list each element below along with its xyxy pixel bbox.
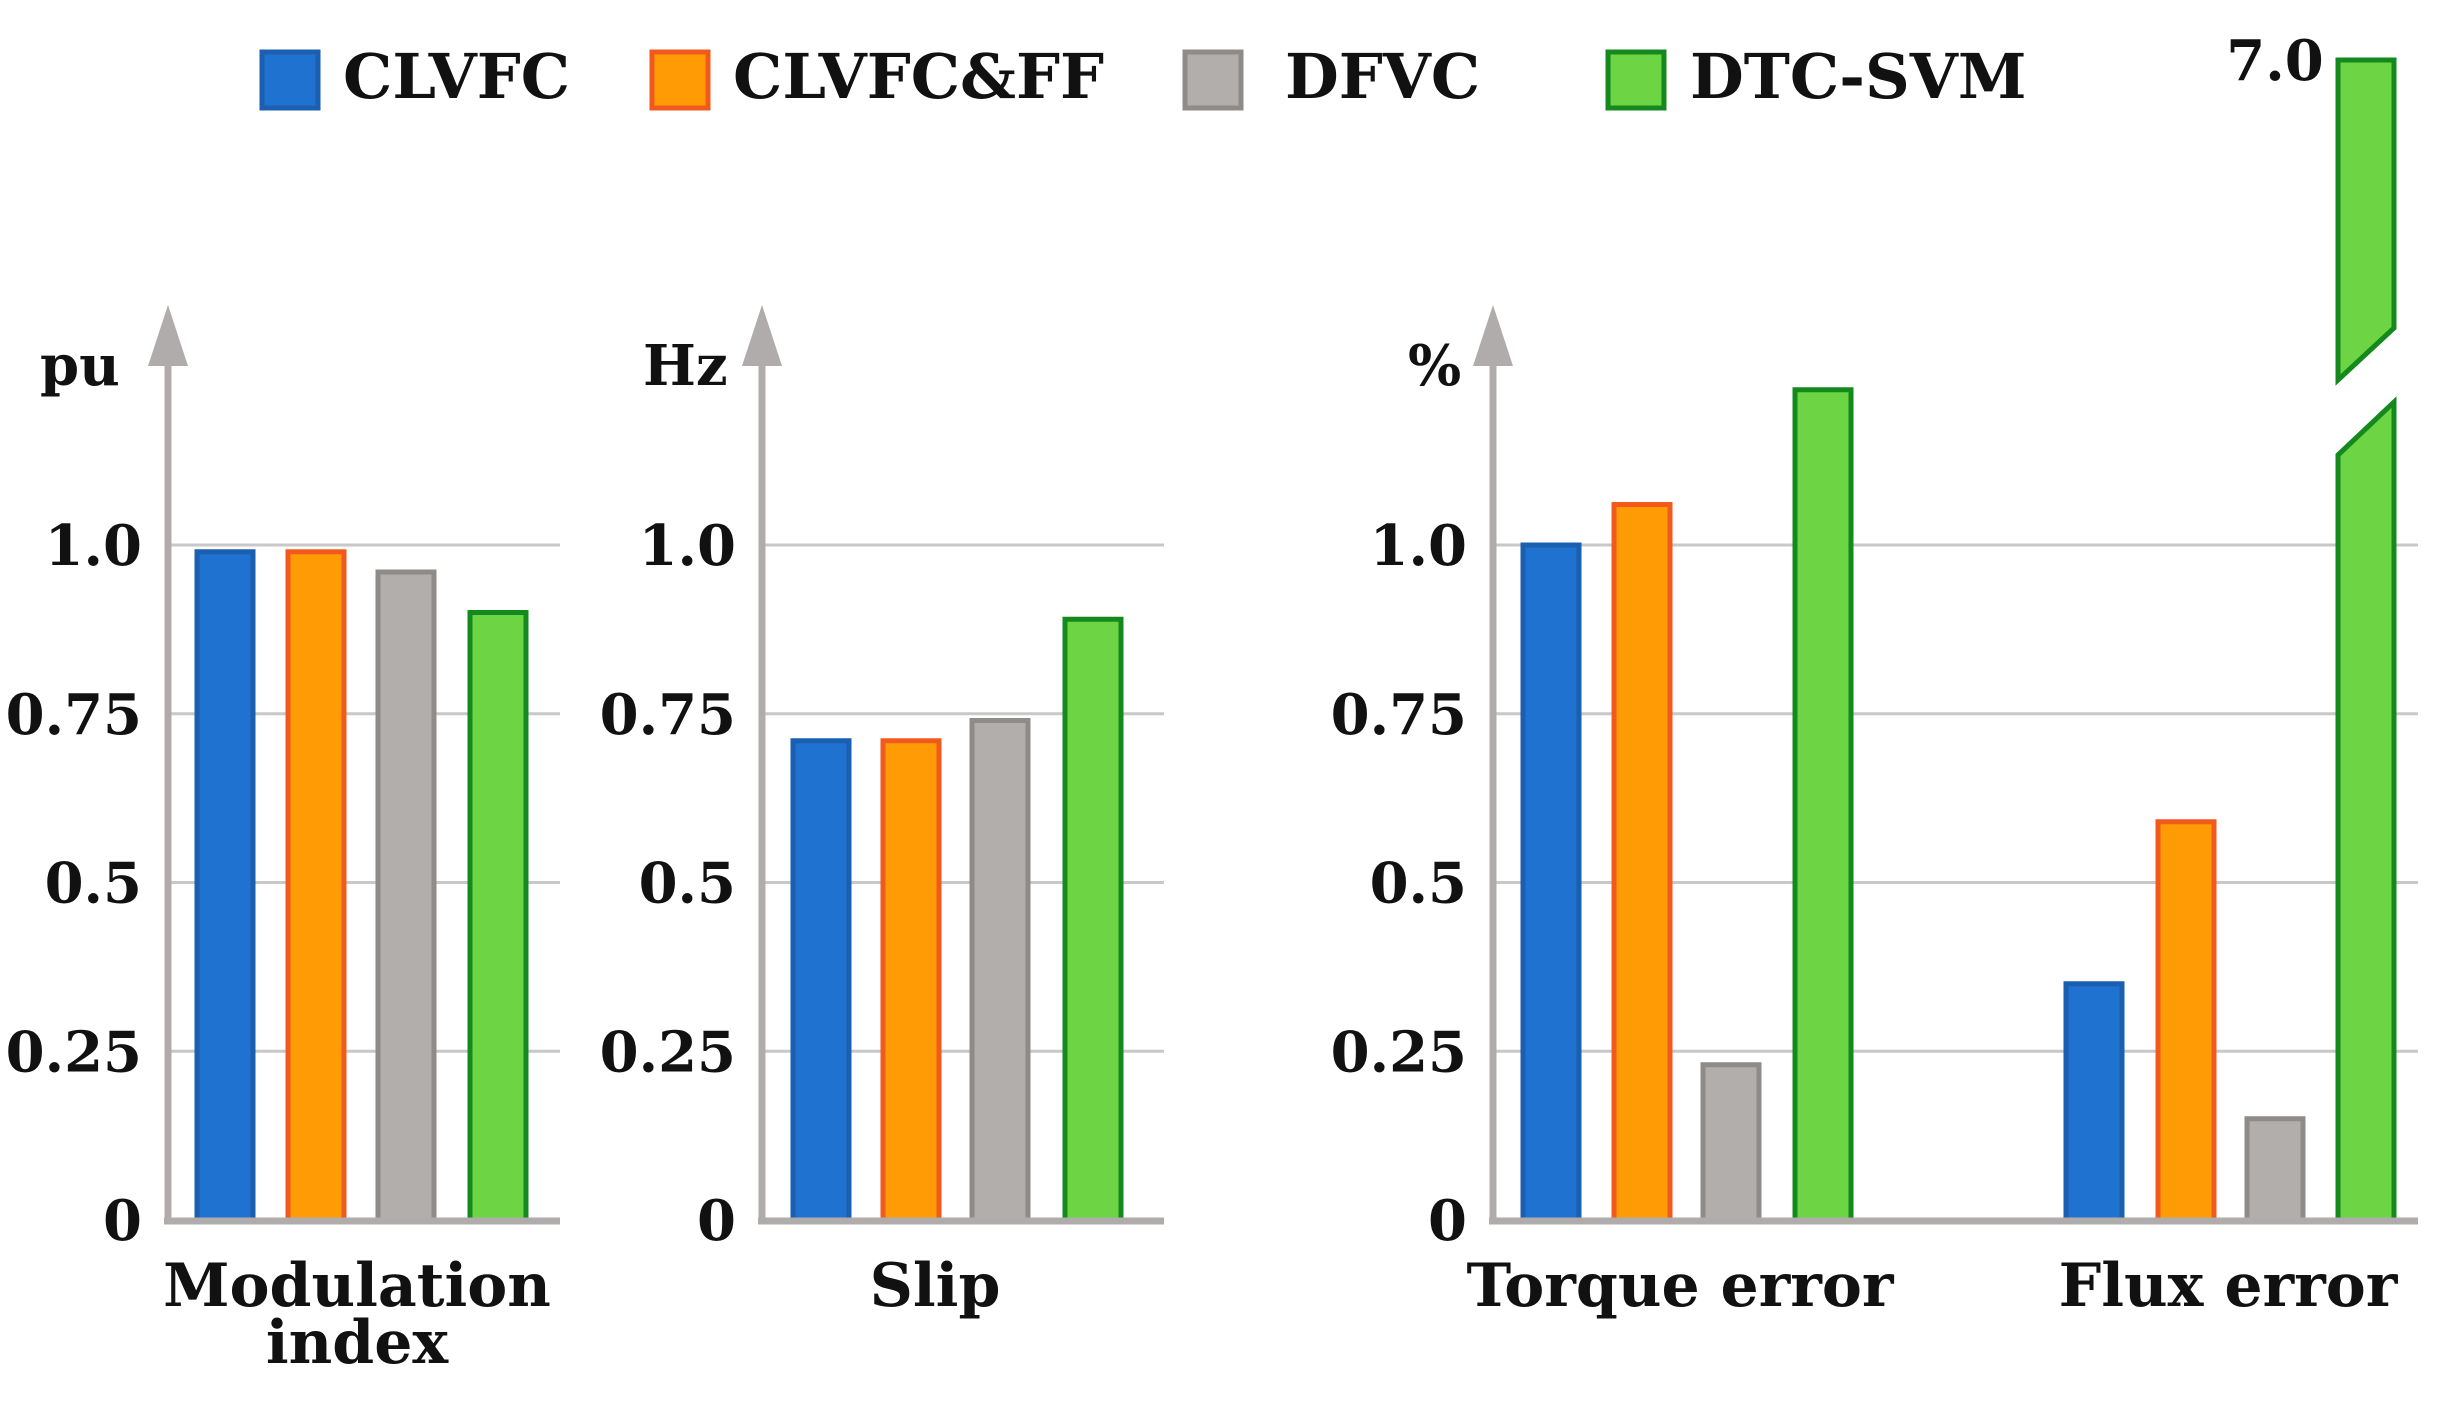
- y-tick-label: 0.75: [6, 682, 142, 748]
- y-axis-arrow: [148, 305, 188, 366]
- bar-modulation-index-dfvc: [375, 569, 437, 1223]
- bar-flux-error-clvfc: [2063, 981, 2125, 1223]
- panel-slip: 0 0.25 0.5 0.75 1.0 Hz Slip: [600, 305, 1164, 1321]
- legend: CLVFC CLVFC&FF DFVC DTC-SVM: [259, 40, 2027, 113]
- y-tick-label: 0: [697, 1188, 736, 1254]
- y-tick-label: 0.75: [1331, 682, 1467, 748]
- y-tick-label: 0.25: [1331, 1019, 1467, 1085]
- y-tick-label: 0.5: [1370, 851, 1467, 917]
- y-tick-label: 1.0: [45, 513, 142, 579]
- y-axis-unit-label: Hz: [643, 333, 728, 399]
- y-tick-label: 1.0: [1370, 513, 1467, 579]
- bar-flux-error-clvfc-ff: [2155, 819, 2217, 1223]
- legend-swatch-clvfc: [259, 49, 321, 111]
- bar-torque-error-clvfc: [1520, 542, 1582, 1223]
- bar-flux-error-dfvc: [2244, 1116, 2306, 1223]
- panel-errors: 0 0.25 0.5 0.75 1.0% Torque error Flux error 7.…: [1331, 28, 2418, 1321]
- bar-modulation-index-clvfc: [194, 549, 256, 1223]
- legend-label-dfvc: DFVC: [1285, 40, 1480, 113]
- bar-flux-error-dtc-svm-lower: [2335, 396, 2397, 1223]
- legend-swatch-clvfc-ff: [649, 49, 711, 111]
- y-axis-unit-label: pu: [40, 333, 120, 399]
- bar-modulation-index-dtc-svm: [467, 610, 529, 1223]
- legend-label-clvfc-ff: CLVFC&FF: [733, 40, 1104, 113]
- bar-value-annotation: 7.0: [2226, 28, 2323, 94]
- x-category-label-torque-error: Torque error: [1466, 1251, 1894, 1321]
- bar-flux-error-dtc-svm-upper: [2335, 57, 2397, 386]
- y-tick-label: 0.75: [600, 682, 736, 748]
- y-tick-label: 0.25: [600, 1019, 736, 1085]
- y-tick-label: 0.5: [639, 851, 736, 917]
- y-axis-arrow: [1473, 305, 1513, 366]
- legend-label-dtc-svm: DTC-SVM: [1690, 40, 2027, 113]
- bar-flux-error-dtc-svm: [2335, 57, 2397, 1223]
- legend-swatch-dfvc: [1182, 49, 1244, 111]
- y-tick-label: 0.25: [6, 1019, 142, 1085]
- y-tick-label: 1.0: [639, 513, 736, 579]
- bar-torque-error-dfvc: [1700, 1062, 1762, 1223]
- legend-swatch-dtc-svm: [1605, 49, 1667, 111]
- legend-label-clvfc: CLVFC: [343, 40, 570, 113]
- y-tick-label: 0.5: [45, 851, 142, 917]
- y-axis-arrow: [742, 305, 782, 366]
- y-axis-unit-label: %: [1408, 333, 1461, 399]
- x-category-label-modulation-index-line-1: Modulation: [163, 1251, 551, 1321]
- bar-slip-clvfc: [790, 738, 852, 1223]
- bar-torque-error-dtc-svm: [1792, 387, 1854, 1223]
- bar-torque-error-clvfc-ff: [1611, 502, 1673, 1223]
- x-category-label-flux-error: Flux error: [2059, 1251, 2399, 1321]
- bar-slip-dtc-svm: [1062, 616, 1124, 1223]
- bar-slip-clvfc-ff: [880, 738, 942, 1223]
- bar-modulation-index-clvfc-ff: [285, 549, 347, 1223]
- y-tick-label: 0: [1428, 1188, 1467, 1254]
- y-tick-label: 0: [103, 1188, 142, 1254]
- x-category-label-modulation-index-line-2: index: [266, 1308, 450, 1378]
- x-category-label-slip: Slip: [870, 1251, 1001, 1321]
- bar-slip-dfvc: [969, 718, 1031, 1223]
